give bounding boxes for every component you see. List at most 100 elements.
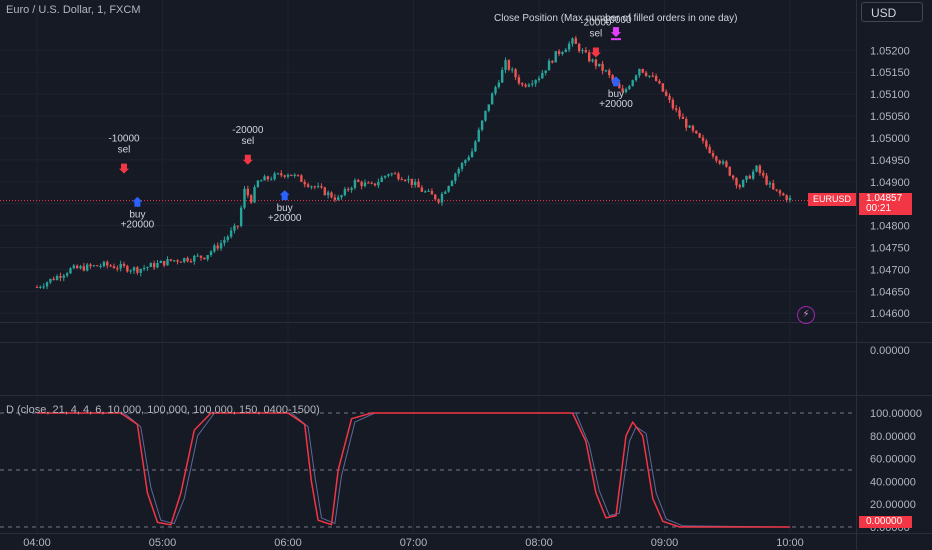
symbol-title[interactable]: Euro / U.S. Dollar, 1, FXCM <box>6 4 141 16</box>
lightning-icon[interactable]: ⚡ <box>797 306 815 324</box>
candle-body <box>166 259 169 266</box>
candle-body <box>129 270 132 272</box>
candle-body <box>52 278 55 281</box>
candle-body <box>424 191 427 193</box>
candle-body <box>511 69 514 71</box>
candle-body <box>323 187 327 196</box>
candle-body <box>537 78 541 81</box>
candle-body <box>772 183 775 190</box>
candle-body <box>370 182 373 184</box>
candle-body <box>377 181 380 186</box>
price-tick-label: 1.04600 <box>870 308 910 320</box>
candle-body <box>122 263 126 266</box>
candle-body <box>765 175 768 185</box>
candle-body <box>681 116 685 119</box>
candle-body <box>89 264 92 267</box>
candle-body <box>504 60 507 70</box>
sell-arrow-icon <box>119 163 130 174</box>
candle-body <box>785 195 788 201</box>
candle-body <box>651 75 654 77</box>
candle-body <box>263 176 266 181</box>
candle-body <box>296 174 300 176</box>
candle-body <box>49 278 52 283</box>
trade-qty-label: -10000 <box>600 15 632 26</box>
candle-body <box>102 261 106 267</box>
candle-body <box>387 174 390 176</box>
candle-body <box>541 72 544 79</box>
currency-button[interactable]: USD <box>861 2 923 22</box>
candle-body <box>69 268 72 274</box>
buy-arrow-icon <box>610 76 621 87</box>
indicator-legend[interactable]: D (close, 21, 4, 4, 6, 10,000, 100,000, … <box>6 404 320 416</box>
candle-body <box>383 175 387 178</box>
oscillator-tick-label: 60.00000 <box>870 454 916 466</box>
price-tick-label: 1.05050 <box>870 111 910 123</box>
candle-body <box>390 173 393 175</box>
candle-body <box>347 189 350 191</box>
candle-body <box>176 260 179 262</box>
candle-body <box>330 192 333 198</box>
candle-body <box>193 255 196 262</box>
candle-body <box>631 80 634 87</box>
trade-side-label: buy <box>129 210 145 221</box>
candle-body <box>306 184 310 187</box>
candle-body <box>286 174 290 177</box>
candle-body <box>86 264 89 271</box>
trade-qty-label: +20000 <box>268 213 302 224</box>
candle-body <box>430 190 434 195</box>
price-tick-label: 1.04950 <box>870 155 910 167</box>
candle-body <box>320 186 323 188</box>
candle-body <box>199 255 203 258</box>
candle-body <box>638 68 641 76</box>
candle-body <box>45 282 49 287</box>
candle-body <box>434 194 437 200</box>
price-tick-label: 1.05100 <box>870 89 910 101</box>
candle-body <box>42 286 45 288</box>
candle-body <box>628 86 631 90</box>
candle-body <box>768 183 772 185</box>
oscillator-tick-label: 80.00000 <box>870 431 916 443</box>
candle-body <box>741 180 745 188</box>
trade-qty-label: +20000 <box>121 220 155 231</box>
candle-body <box>243 188 246 208</box>
time-tick-label: 10:00 <box>776 537 804 549</box>
candle-body <box>577 43 581 52</box>
candle-body <box>303 181 306 185</box>
candle-body <box>136 267 139 273</box>
candle-body <box>554 51 557 63</box>
candle-body <box>584 50 588 53</box>
candle-body <box>79 266 82 269</box>
candle-body <box>514 69 517 78</box>
candle-body <box>762 172 765 176</box>
candle-body <box>571 38 574 44</box>
price-tick-label: 1.04900 <box>870 177 910 189</box>
candle-body <box>233 225 236 231</box>
candle-body <box>253 187 256 203</box>
candle-body <box>564 49 567 53</box>
oscillator-tick-label: 20.00000 <box>870 499 916 511</box>
candle-body <box>239 207 243 227</box>
candle-body <box>410 178 414 185</box>
candle-body <box>249 195 253 203</box>
candle-body <box>688 125 691 128</box>
candle-body <box>500 69 504 83</box>
candle-body <box>413 181 417 185</box>
candle-body <box>62 275 65 278</box>
candle-body <box>367 182 370 184</box>
bar-countdown: 00:21 <box>866 203 892 214</box>
oscillator-signal-line <box>37 412 791 528</box>
candle-body <box>189 261 193 263</box>
candle-body <box>156 263 159 268</box>
candle-body <box>417 181 420 188</box>
candle-body <box>340 195 343 198</box>
time-tick-label: 08:00 <box>525 537 553 549</box>
candle-body <box>109 265 112 267</box>
candle-body <box>611 75 614 81</box>
time-tick-label: 04:00 <box>23 537 51 549</box>
candle-body <box>72 265 76 269</box>
price-tick-label: 1.04750 <box>870 243 910 255</box>
candle-body <box>484 110 487 121</box>
oscillator-tick-label: 100.00000 <box>870 408 922 420</box>
